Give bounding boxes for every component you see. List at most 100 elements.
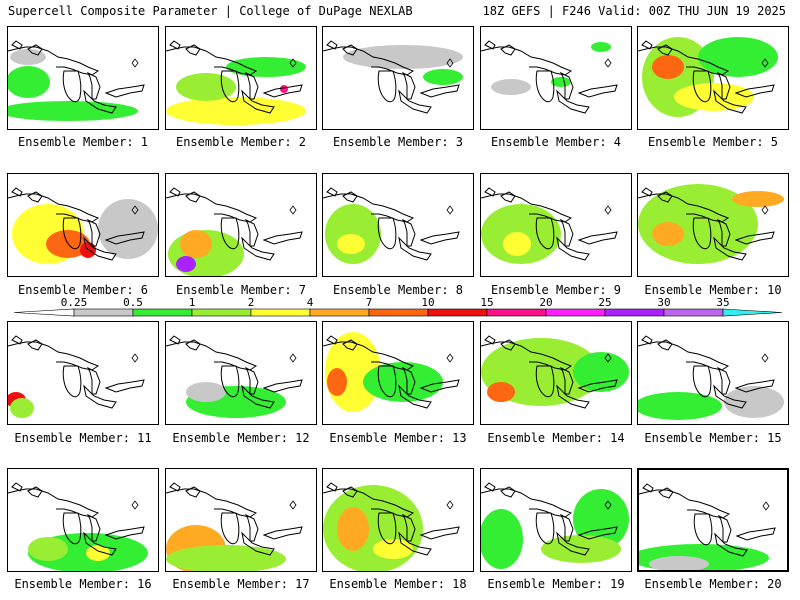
ensemble-member-label: Ensemble Member: 14	[487, 431, 625, 445]
coastline	[484, 40, 496, 50]
ensemble-map-panel	[480, 321, 632, 425]
scp-field-map	[481, 40, 618, 114]
coastline	[166, 488, 258, 518]
lake-outline	[131, 205, 139, 215]
scp-shaded-area	[176, 256, 196, 272]
scp-field-map	[639, 483, 776, 570]
coastline	[713, 89, 747, 114]
scp-field-map	[166, 40, 306, 125]
coastline	[398, 531, 432, 556]
coastline	[185, 486, 201, 498]
coastline	[342, 44, 358, 56]
coastline	[166, 341, 258, 371]
coastline	[83, 89, 117, 114]
ensemble-map-panel	[637, 468, 789, 572]
coastline	[241, 531, 275, 556]
coastline	[220, 70, 240, 103]
coastline	[244, 513, 259, 542]
coastline	[481, 488, 573, 518]
lake-outline	[131, 58, 139, 68]
scp-shaded-area	[343, 45, 463, 69]
colorbar-tick-label: 0.25	[61, 296, 88, 309]
coastline	[639, 489, 731, 519]
scp-field-map	[323, 332, 460, 412]
ensemble-map-panel	[7, 26, 159, 130]
scp-shaded-area	[652, 222, 684, 246]
coastline	[83, 384, 117, 409]
coastline	[220, 217, 240, 250]
ensemble-member-label: Ensemble Member: 4	[490, 135, 622, 149]
coastline	[577, 84, 618, 98]
coastline	[713, 236, 747, 261]
scp-field-map	[481, 187, 618, 264]
coastline	[241, 384, 275, 409]
lake-outline	[289, 500, 297, 510]
scp-shaded-area	[698, 37, 778, 77]
coastline	[220, 512, 240, 545]
lake-outline	[604, 353, 612, 363]
lake-outline	[604, 500, 612, 510]
coastline	[658, 487, 674, 499]
scp-field-map	[8, 482, 148, 571]
coastline	[62, 217, 82, 250]
coastline	[692, 70, 712, 103]
ensemble-map-panel	[322, 321, 474, 425]
coastline	[398, 89, 432, 114]
coastline	[166, 46, 258, 76]
scp-shaded-area	[325, 204, 381, 264]
coastline	[86, 366, 101, 395]
coastline	[169, 482, 181, 492]
scp-shaded-area	[166, 545, 286, 571]
colorbar-segment	[368, 308, 429, 317]
coastline	[86, 513, 101, 542]
coastline	[326, 187, 338, 197]
coastline	[11, 40, 23, 50]
coastline	[535, 512, 555, 545]
coastline	[398, 236, 432, 261]
lake-outline	[446, 353, 454, 363]
coastline	[326, 335, 338, 345]
coastline	[185, 191, 201, 203]
ensemble-member-label: Ensemble Member: 17	[172, 577, 310, 591]
coastline	[323, 193, 415, 223]
colorbar-tick-label: 1	[189, 296, 196, 309]
coastline	[262, 231, 303, 245]
ensemble-map-panel	[637, 26, 789, 130]
coastline	[716, 218, 731, 247]
ensemble-member-label: Ensemble Member: 13	[329, 431, 467, 445]
scp-shaded-area	[423, 69, 463, 85]
coastline	[62, 365, 82, 398]
coastline	[401, 71, 416, 100]
coastline	[713, 384, 747, 409]
coastline	[342, 486, 358, 498]
coastline	[8, 46, 100, 76]
colorbar-segment	[545, 308, 606, 317]
colorbar-segment	[309, 308, 370, 317]
scp-shaded-area	[551, 77, 571, 87]
coastline	[577, 379, 618, 393]
coastline	[559, 366, 574, 395]
colorbar-svg: 0.25 0.5 1 2 4 7 10 15 20 25 30 35	[13, 296, 783, 317]
coastline	[484, 187, 496, 197]
colorbar-tick-label: 15	[480, 296, 493, 309]
coastline	[657, 191, 673, 203]
colorbar-segment	[73, 308, 134, 317]
coastline	[8, 193, 100, 223]
colorbar-segment	[132, 308, 193, 317]
ensemble-member-label: Ensemble Member: 20	[644, 577, 782, 591]
coastline	[83, 531, 117, 556]
coastline	[638, 341, 730, 371]
coastline	[419, 84, 460, 98]
coastline	[401, 218, 416, 247]
coastline	[241, 89, 275, 114]
colorbar-arrow-left	[13, 308, 75, 317]
coastline	[481, 341, 573, 371]
coastline	[342, 191, 358, 203]
coastline	[481, 193, 573, 223]
coastline	[734, 84, 775, 98]
coastline	[62, 512, 82, 545]
coastline	[377, 70, 397, 103]
ensemble-member-label: Ensemble Member: 5	[647, 135, 779, 149]
coastline	[535, 365, 555, 398]
colorbar-tick-label: 7	[366, 296, 373, 309]
